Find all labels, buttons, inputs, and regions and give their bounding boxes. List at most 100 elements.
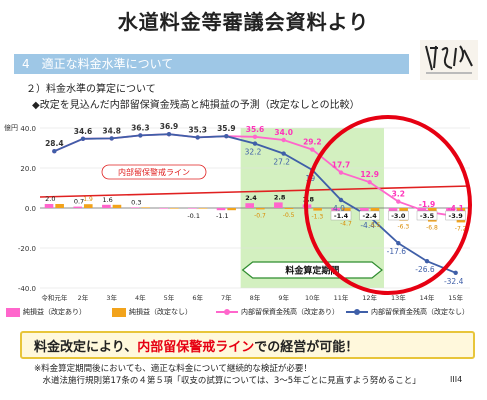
- data-label-orange-bar: -0.5: [283, 212, 295, 219]
- data-label-orange-bar: -1.3: [311, 214, 323, 221]
- x-tick-label: 13年: [391, 293, 406, 302]
- bar-pink: [73, 206, 82, 208]
- bar-pink: [188, 208, 197, 209]
- data-label-pink-bar: 2.4: [245, 194, 257, 202]
- data-label-pink-line: 12.9: [360, 170, 379, 179]
- bar-pink: [159, 208, 168, 209]
- x-tick-label: 10年: [305, 293, 320, 302]
- data-label-navy-line: 32.2: [245, 148, 262, 157]
- point-navy: [138, 133, 143, 138]
- point-navy: [166, 132, 172, 137]
- data-label-navy-line: 27.2: [273, 158, 290, 167]
- point-navy: [453, 270, 458, 275]
- point-navy: [195, 135, 200, 140]
- data-label-pink-line: 36.9: [160, 122, 179, 131]
- data-label-orange-bar: 1.9: [83, 196, 93, 203]
- data-label-pink-bar: -1.4: [334, 212, 349, 220]
- data-label-navy-line: -4.4: [360, 221, 375, 230]
- y-tick-label: 0.0: [25, 205, 36, 213]
- x-tick-label: 6年: [192, 293, 203, 302]
- data-label-pink-bar: 0.3: [131, 198, 141, 206]
- bar-orange: [256, 208, 265, 210]
- point-navy: [338, 197, 344, 203]
- data-label-pink-bar: 1.6: [102, 196, 112, 204]
- data-label-pink-line: 35.9: [217, 124, 236, 133]
- page-title: 水道料金等審議会資料より: [117, 10, 370, 34]
- x-tick-label: 令和元年: [41, 293, 68, 302]
- data-label-pink-line: 34.6: [74, 127, 93, 136]
- point-navy: [252, 141, 258, 146]
- data-label-pink-line: 35.3: [188, 125, 207, 134]
- data-label-pink-bar: -3.5: [420, 212, 435, 220]
- y-tick-label: -40.0: [18, 285, 36, 293]
- data-label-pink-line: -1.9: [419, 200, 435, 209]
- y-tick-label: 20.0: [20, 165, 36, 173]
- x-tick-label: 4年: [135, 293, 146, 302]
- y-tick-label: -20.0: [18, 245, 36, 253]
- data-label-box: [445, 210, 466, 221]
- point-pink: [338, 170, 344, 175]
- data-label-pink-bar: 1.8: [303, 195, 315, 203]
- data-label-navy-line: 4.0: [333, 204, 345, 213]
- callout-box: [20, 331, 475, 359]
- data-label-pink-bar: 2.8: [274, 193, 286, 201]
- data-label-pink-bar: -3.0: [391, 212, 406, 220]
- bar-pink: [130, 207, 140, 208]
- x-tick-label: 2年: [78, 293, 89, 302]
- data-label-pink-line: 17.7: [332, 161, 351, 170]
- point-pink: [281, 137, 286, 143]
- footnote-line: ※料金算定期間後においても、適正な料金について継続的な検証が必要！: [34, 364, 312, 374]
- bar-pink: [360, 208, 369, 213]
- data-label-box: [416, 210, 438, 221]
- bar-pink: [102, 204, 111, 208]
- x-tick-label: 12年: [362, 293, 377, 302]
- data-label-pink-line: -4.1: [447, 204, 463, 213]
- bar-orange: [227, 208, 236, 211]
- page-number: III4: [450, 375, 463, 384]
- x-tick-label: 3年: [106, 293, 117, 302]
- data-label-orange-bar: -0.7: [254, 212, 266, 219]
- point-navy: [80, 136, 86, 141]
- data-label-box: [330, 210, 352, 221]
- data-label-orange-bar: -4.7: [340, 220, 352, 227]
- data-label-pink-bar: 0.7: [74, 198, 84, 206]
- bar-pink: [331, 208, 340, 211]
- point-pink: [396, 199, 401, 204]
- data-label-pink-line: 29.2: [303, 138, 322, 147]
- point-pink: [310, 147, 315, 152]
- bar-orange: [141, 207, 150, 208]
- data-label-pink-bar: -3.9: [449, 212, 464, 220]
- bar-orange: [284, 208, 294, 209]
- x-tick-label: 11年: [334, 293, 349, 302]
- data-label-orange-bar: -7.2: [455, 225, 467, 232]
- data-label-pink-bar: -2.4: [363, 212, 378, 220]
- bar-orange: [170, 208, 179, 209]
- y-tick-label: 40.0: [20, 125, 36, 133]
- section-band: [14, 54, 409, 74]
- x-tick-label: 7年: [221, 293, 232, 302]
- point-navy: [224, 134, 229, 139]
- data-label-orange-bar: -5.5: [369, 222, 381, 229]
- data-label-box: [359, 210, 380, 221]
- data-label-pink-bar: 2.0: [45, 195, 55, 203]
- footnote-line: 水道法施行規則第17条の４第５項「収支の試算については、3～5年ごとに見直すよう…: [34, 376, 421, 386]
- bar-pink: [44, 204, 54, 208]
- data-label-orange-bar: -6.8: [426, 225, 438, 232]
- data-label-pink-line: 28.4: [45, 139, 64, 148]
- point-navy: [396, 241, 401, 246]
- point-pink: [367, 180, 372, 185]
- warning-line: [39, 185, 471, 198]
- subheading: ２）料金水準の算定について: [26, 84, 156, 95]
- data-label-pink-bar: -0.1: [187, 212, 200, 220]
- warning-line-callout: [101, 164, 207, 180]
- data-label-pink-line: 3.2: [392, 190, 405, 199]
- data-label-pink-line: 36.3: [131, 123, 150, 132]
- bar-orange: [84, 204, 93, 208]
- point-navy: [424, 259, 430, 264]
- legend-item-navy-line: 内部留保資金残高（改定なし）: [346, 307, 469, 317]
- legend-item-pink-line: 内部留保資金残高（改定あり）: [216, 307, 339, 317]
- warning-line-label: 内部留保警戒ライン: [118, 167, 190, 177]
- x-tick-label: 9年: [278, 293, 289, 302]
- y-unit-label: 億円: [4, 123, 18, 132]
